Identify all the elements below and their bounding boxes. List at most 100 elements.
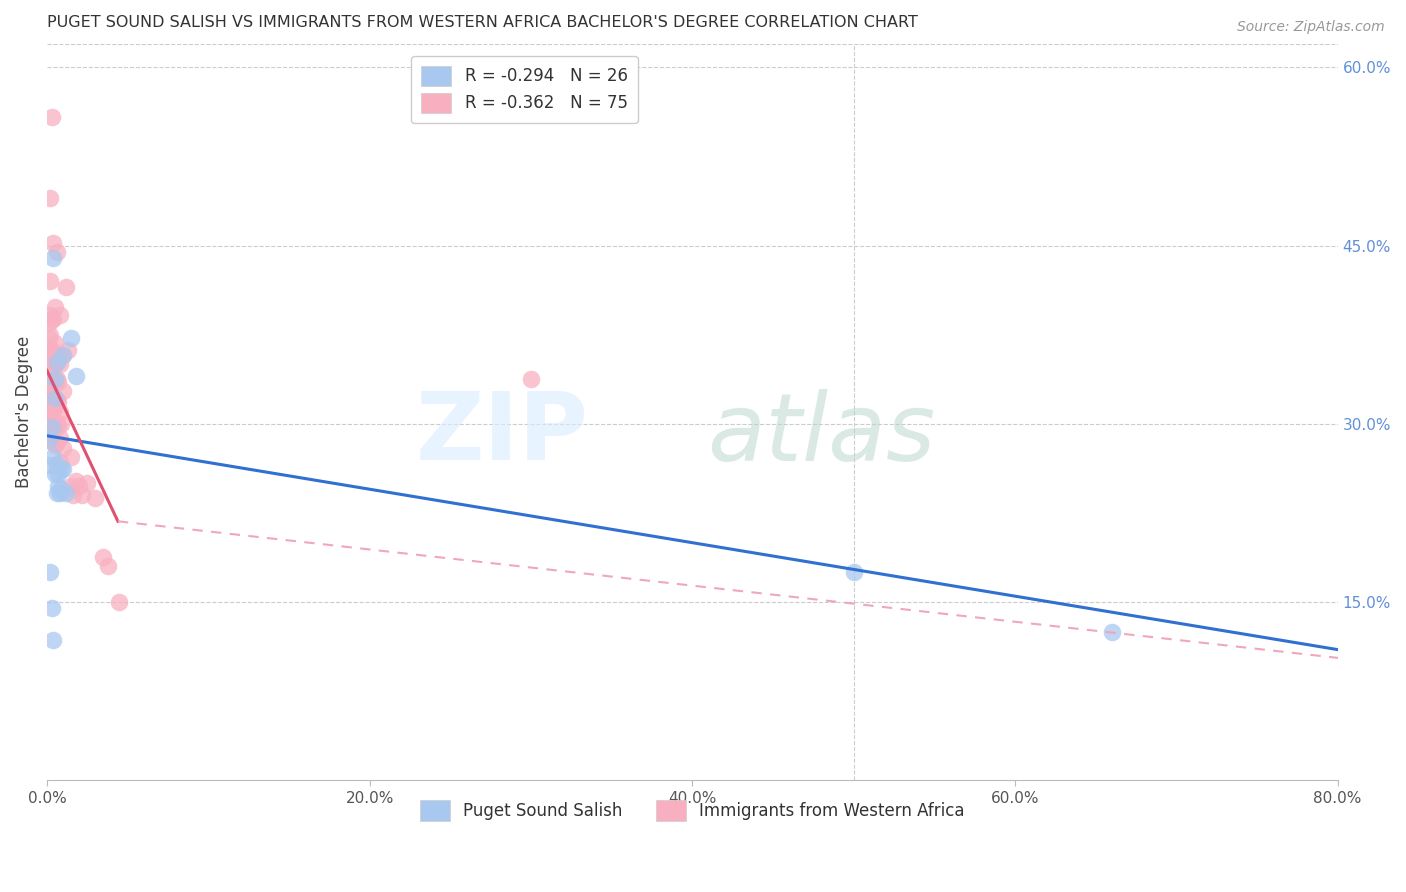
Text: ZIP: ZIP (416, 388, 589, 480)
Point (72, 488, 94, 502)
Point (51, 482, 73, 496)
Point (42, 348, 65, 362)
Point (44, 391, 66, 405)
Point (65, 369, 87, 384)
Point (76, 476, 98, 491)
Point (37, 363, 59, 377)
Point (39, 358, 62, 372)
Point (44, 336, 66, 351)
Point (39, 379, 62, 393)
Point (842, 566, 865, 580)
Point (55, 485, 77, 500)
Point (52, 348, 75, 362)
Point (41, 408, 63, 422)
Point (97, 559, 120, 574)
Point (41, 391, 63, 405)
Point (37, 343, 59, 358)
Point (39, 308, 62, 322)
Point (41, 343, 63, 358)
Point (84, 491, 107, 505)
Point (45, 372, 67, 386)
Point (45, 417, 67, 431)
Point (46, 467, 69, 481)
Point (49, 455, 72, 469)
Point (39, 458, 62, 473)
Point (46, 419, 69, 434)
Point (37, 434, 59, 448)
Text: Source: ZipAtlas.com: Source: ZipAtlas.com (1237, 20, 1385, 34)
Point (520, 372, 543, 386)
Point (60, 478, 83, 492)
Point (42, 236, 65, 251)
Point (42, 312, 65, 326)
Point (46, 478, 69, 492)
Point (39, 566, 62, 580)
Point (45, 355, 67, 369)
Point (46, 376, 69, 390)
Point (44, 376, 66, 390)
Point (67, 478, 90, 492)
Point (55, 280, 77, 294)
Point (39, 327, 62, 342)
Point (42, 402, 65, 417)
Point (39, 391, 62, 405)
Point (37, 419, 59, 434)
Point (45, 355, 67, 369)
Point (37, 405, 59, 419)
Point (44, 372, 66, 386)
Point (44, 358, 66, 372)
Point (37, 316, 59, 330)
Point (46, 348, 69, 362)
Point (39, 191, 62, 205)
Point (42, 251, 65, 265)
Point (93, 549, 115, 564)
Point (41, 359, 63, 374)
Point (49, 358, 72, 372)
Point (49, 308, 72, 322)
Point (45, 434, 67, 449)
Point (44, 438, 66, 452)
Y-axis label: Bachelor's Degree: Bachelor's Degree (15, 336, 32, 488)
Point (37, 331, 59, 345)
Point (52, 462, 75, 476)
Point (45, 393, 67, 408)
Point (52, 348, 75, 362)
Point (39, 369, 62, 384)
Point (44, 399, 66, 413)
Point (44, 467, 66, 481)
Point (65, 474, 87, 488)
Point (39, 274, 62, 288)
Point (56, 343, 79, 358)
Point (37, 411, 59, 425)
Point (44, 419, 66, 434)
Point (49, 485, 72, 500)
Point (46, 395, 69, 409)
Point (45, 485, 67, 500)
Legend: Puget Sound Salish, Immigrants from Western Africa: Puget Sound Salish, Immigrants from West… (413, 794, 972, 827)
Point (41, 423, 63, 437)
Point (42, 419, 65, 434)
Point (51, 462, 73, 476)
Point (60, 450, 83, 464)
Text: atlas: atlas (707, 389, 935, 480)
Point (39, 345, 62, 359)
Point (37, 387, 59, 401)
Point (41, 111, 63, 125)
Text: PUGET SOUND SALISH VS IMMIGRANTS FROM WESTERN AFRICA BACHELOR'S DEGREE CORRELATI: PUGET SOUND SALISH VS IMMIGRANTS FROM WE… (46, 15, 918, 30)
Point (42, 633, 65, 648)
Point (60, 331, 83, 345)
Point (37, 379, 59, 393)
Point (37, 355, 59, 369)
Point (52, 441, 75, 455)
Point (52, 384, 75, 398)
Point (42, 450, 65, 464)
Point (45, 244, 67, 259)
Point (49, 431, 72, 445)
Point (44, 301, 66, 315)
Point (41, 376, 63, 390)
Point (45, 458, 67, 473)
Point (41, 601, 63, 615)
Point (49, 405, 72, 419)
Point (1101, 624, 1123, 639)
Point (42, 434, 65, 449)
